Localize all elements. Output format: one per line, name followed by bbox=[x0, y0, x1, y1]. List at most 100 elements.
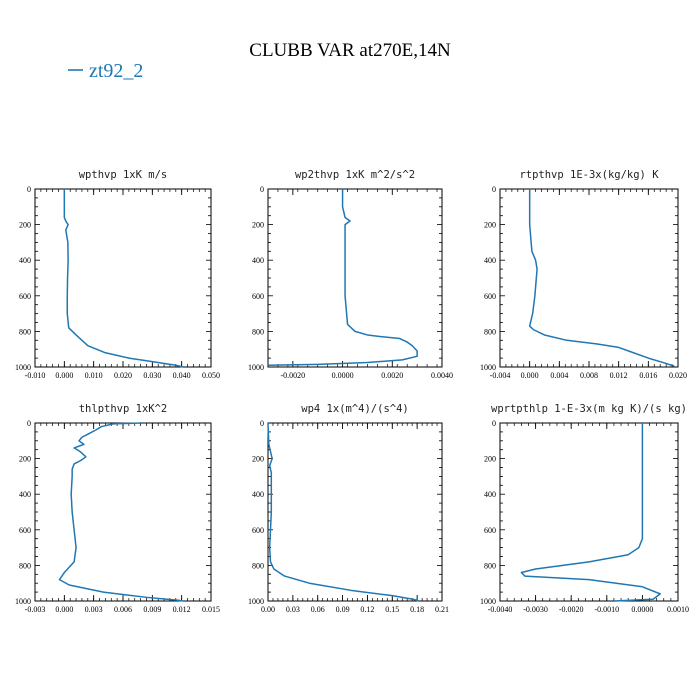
x-tick-label: 0.016 bbox=[639, 371, 657, 380]
y-tick-label: 400 bbox=[252, 490, 264, 499]
x-tick-label: -0.0020 bbox=[559, 605, 584, 614]
x-tick-label: -0.0010 bbox=[594, 605, 619, 614]
y-tick-label: 0 bbox=[492, 185, 496, 194]
y-tick-label: 0 bbox=[260, 185, 264, 194]
series-line bbox=[63, 189, 184, 368]
y-tick-label: 600 bbox=[252, 526, 264, 535]
x-tick-label: 0.020 bbox=[669, 371, 687, 380]
x-tick-label: 0.020 bbox=[114, 371, 132, 380]
panel-title: rtpthvp 1E-3x(kg/kg) K bbox=[519, 169, 659, 181]
series-line bbox=[267, 189, 418, 366]
series-line bbox=[520, 423, 661, 602]
y-tick-label: 0 bbox=[27, 419, 31, 428]
plot-frame bbox=[267, 422, 443, 602]
y-tick-label: 600 bbox=[484, 526, 496, 535]
x-tick-label: 0.006 bbox=[114, 605, 132, 614]
panel-1: wpthvp 1xK m/s 0 200 400 600 800 1000-0.010 0.0… bbox=[15, 169, 220, 380]
x-tick-label: 0.0010 bbox=[667, 605, 689, 614]
x-tick-label: 0.030 bbox=[143, 371, 161, 380]
x-tick-label: 0.050 bbox=[202, 371, 220, 380]
y-tick-label: 200 bbox=[252, 221, 264, 230]
plot-frame bbox=[34, 188, 212, 368]
x-tick-label: -0.003 bbox=[25, 605, 46, 614]
y-tick-label: 1000 bbox=[15, 597, 31, 606]
y-tick-label: 400 bbox=[19, 490, 31, 499]
figure-title: CLUBB VAR at270E,14N bbox=[249, 40, 451, 61]
y-tick-label: 200 bbox=[19, 455, 31, 464]
x-tick-label: 0.000 bbox=[55, 605, 73, 614]
x-tick-label: 0.009 bbox=[143, 605, 161, 614]
y-tick-label: 600 bbox=[252, 292, 264, 301]
y-tick-label: 800 bbox=[252, 561, 264, 570]
x-tick-label: 0.008 bbox=[580, 371, 598, 380]
y-tick-label: 200 bbox=[484, 221, 496, 230]
x-tick-label: 0.003 bbox=[85, 605, 103, 614]
legend: zt92_2 bbox=[68, 60, 143, 82]
x-tick-label: 0.00 bbox=[261, 605, 275, 614]
y-tick-label: 800 bbox=[252, 327, 264, 336]
x-tick-label: 0.012 bbox=[610, 371, 628, 380]
y-tick-label: 200 bbox=[484, 455, 496, 464]
x-tick-label: 0.0000 bbox=[631, 605, 653, 614]
series-line bbox=[528, 189, 675, 367]
x-tick-label: -0.0040 bbox=[488, 605, 513, 614]
y-tick-label: 800 bbox=[19, 561, 31, 570]
y-tick-label: 600 bbox=[19, 292, 31, 301]
panel-title: wp4 1x(m^4)/(s^4) bbox=[301, 403, 408, 415]
x-tick-label: 0.21 bbox=[435, 605, 449, 614]
y-tick-label: 400 bbox=[252, 256, 264, 265]
panel-4: thlpthvp 1xK^2 0 200 400 600 800 1000-0.003 0.0… bbox=[15, 403, 220, 614]
y-tick-label: 1000 bbox=[248, 363, 264, 372]
x-tick-label: 0.18 bbox=[410, 605, 424, 614]
panel-6: wprtpthlp 1-E-3x(m kg K)/(s kg) 0 200 400 60… bbox=[480, 403, 689, 614]
x-tick-label: 0.15 bbox=[385, 605, 399, 614]
x-tick-label: 0.000 bbox=[55, 371, 73, 380]
y-tick-label: 0 bbox=[27, 185, 31, 194]
x-tick-label: -0.0020 bbox=[281, 371, 306, 380]
series-line bbox=[58, 422, 184, 602]
plot-frame bbox=[499, 422, 679, 602]
x-tick-label: 0.06 bbox=[311, 605, 325, 614]
x-tick-label: 0.12 bbox=[360, 605, 374, 614]
panel-2: wp2thvp 1xK m^2/s^2 0 200 400 600 800 1000 -0.0… bbox=[248, 169, 453, 380]
x-tick-label: 0.0020 bbox=[381, 371, 403, 380]
y-tick-label: 0 bbox=[492, 419, 496, 428]
x-tick-label: 0.040 bbox=[173, 371, 191, 380]
x-tick-label: 0.015 bbox=[202, 605, 220, 614]
y-tick-label: 1000 bbox=[480, 363, 496, 372]
plot-frame bbox=[499, 188, 679, 368]
y-tick-label: 400 bbox=[484, 490, 496, 499]
x-tick-label: -0.0030 bbox=[523, 605, 548, 614]
legend-label: zt92_2 bbox=[89, 60, 143, 82]
y-tick-label: 1000 bbox=[15, 363, 31, 372]
y-tick-label: 400 bbox=[19, 256, 31, 265]
y-tick-label: 800 bbox=[484, 561, 496, 570]
y-tick-label: 1000 bbox=[248, 597, 264, 606]
x-tick-label: 0.004 bbox=[550, 371, 568, 380]
x-tick-label: 0.000 bbox=[521, 371, 539, 380]
plot-frame bbox=[34, 422, 212, 602]
panel-title: wprtpthlp 1-E-3x(m kg K)/(s kg) bbox=[491, 403, 687, 415]
x-tick-label: 0.09 bbox=[336, 605, 350, 614]
y-tick-label: 200 bbox=[252, 455, 264, 464]
y-tick-label: 600 bbox=[19, 526, 31, 535]
x-tick-label: 0.03 bbox=[286, 605, 300, 614]
x-tick-label: -0.010 bbox=[25, 371, 46, 380]
y-tick-label: 200 bbox=[19, 221, 31, 230]
panel-title: wp2thvp 1xK m^2/s^2 bbox=[295, 169, 415, 181]
x-tick-label: -0.004 bbox=[490, 371, 511, 380]
x-tick-label: 0.010 bbox=[85, 371, 103, 380]
y-tick-label: 600 bbox=[484, 292, 496, 301]
y-tick-label: 800 bbox=[19, 327, 31, 336]
panel-title: thlpthvp 1xK^2 bbox=[79, 403, 168, 415]
panel-title: wpthvp 1xK m/s bbox=[79, 169, 168, 181]
y-tick-label: 1000 bbox=[480, 597, 496, 606]
series-line bbox=[267, 422, 420, 602]
panel-3: rtpthvp 1E-3x(kg/kg) K 0 200 400 600 800 1000-… bbox=[480, 169, 687, 380]
y-tick-label: 0 bbox=[260, 419, 264, 428]
plot-frame bbox=[267, 188, 443, 368]
y-tick-label: 800 bbox=[484, 327, 496, 336]
x-tick-label: 0.0000 bbox=[332, 371, 354, 380]
y-tick-label: 400 bbox=[484, 256, 496, 265]
